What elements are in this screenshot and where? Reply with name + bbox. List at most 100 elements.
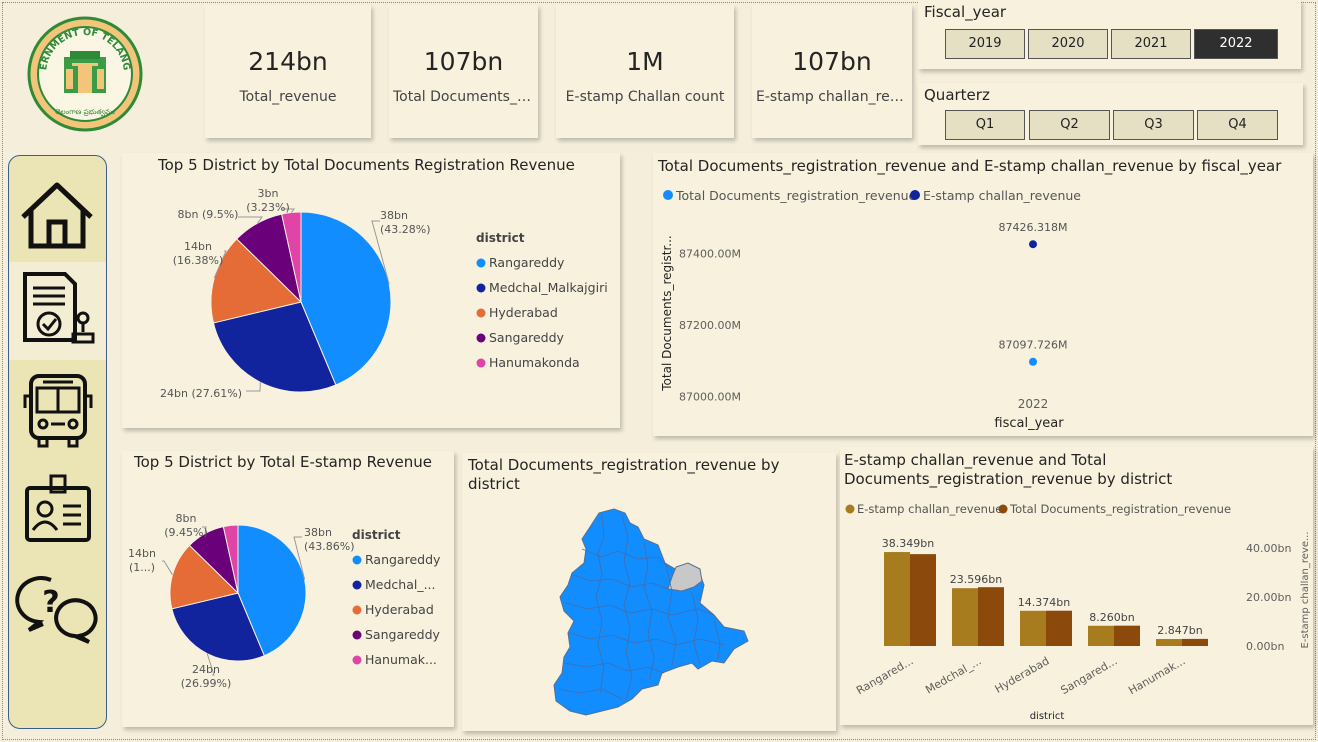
pie-chart-estamp: 38bn(43.86%) 24bn(26.99%) 14bn(1...) 8bn(9.… bbox=[128, 512, 441, 690]
fiscal-year-option-2020[interactable]: 2020 bbox=[1028, 29, 1108, 59]
legend-item: Hanumakonda bbox=[489, 355, 580, 370]
document-stamp-icon bbox=[23, 272, 95, 344]
pie-data-label: 3bn bbox=[258, 187, 279, 200]
nav-id-card-button[interactable] bbox=[9, 458, 106, 556]
nav-home-button[interactable] bbox=[9, 164, 106, 262]
pie-data-label: 14bn bbox=[128, 547, 156, 560]
quarter-option-q2[interactable]: Q2 bbox=[1029, 110, 1110, 140]
legend-item: Rangareddy bbox=[489, 255, 565, 270]
navigation-sidebar: ? bbox=[8, 155, 107, 729]
legend-item: E-stamp challan_revenue bbox=[857, 502, 1002, 516]
slicer-title: Quarterz bbox=[924, 86, 990, 104]
legend-swatch bbox=[352, 580, 362, 590]
pie-data-label: 8bn (9.5%) bbox=[178, 208, 239, 221]
nav-help-button[interactable]: ? bbox=[9, 556, 106, 654]
legend-item: Sangareddy bbox=[489, 330, 565, 345]
y-axis-title: Total Documents_registr... bbox=[660, 235, 674, 392]
legend-swatch bbox=[352, 630, 362, 640]
telangana-district-map[interactable] bbox=[462, 453, 836, 731]
chart-title-line-1: E-stamp challan_revenue and Total bbox=[844, 451, 1107, 469]
chart-title-line-1: Total Documents_registration_revenue by bbox=[468, 456, 780, 474]
pie-data-label: 14bn bbox=[184, 240, 212, 253]
bar-chart-card: E-stamp challan_revenue and Total Docume… bbox=[840, 447, 1313, 725]
pie-data-label: (16.38%) bbox=[173, 254, 224, 267]
x-tick-label: Rangared... bbox=[854, 654, 915, 697]
bar bbox=[1114, 625, 1140, 646]
y-tick-label: 40.00bn bbox=[1246, 542, 1291, 555]
nav-documents-button[interactable] bbox=[9, 262, 106, 360]
pie-chart-documents-card: Top 5 District by Total Documents Regist… bbox=[122, 153, 620, 428]
pie-slice-hyderabad bbox=[210, 238, 302, 324]
pie-leader-line bbox=[202, 526, 207, 534]
scatter-chart-card: Total Documents_registration_revenue and… bbox=[653, 153, 1313, 436]
legend-item: E-stamp challan_revenue bbox=[923, 188, 1081, 203]
bar bbox=[952, 588, 978, 646]
chart-title: Top 5 District by Total Documents Regist… bbox=[158, 156, 575, 174]
kpi-value: 214bn bbox=[248, 47, 328, 76]
pie-leader-line bbox=[238, 216, 263, 224]
id-card-icon bbox=[25, 474, 91, 542]
quarter-option-q3[interactable]: Q3 bbox=[1113, 110, 1194, 140]
kpi-card-estamp-count: 1M E-stamp Challan count bbox=[556, 5, 734, 138]
scatter-data-label: 87426.318M bbox=[999, 221, 1068, 234]
scatter-data-label: 87097.726M bbox=[999, 339, 1068, 352]
nav-transport-button[interactable] bbox=[9, 360, 106, 458]
scatter-chart: Total Documents_registration_revenue E-st… bbox=[660, 188, 1081, 431]
bus-icon bbox=[23, 374, 93, 448]
kpi-card-total-revenue: 214bn Total_revenue bbox=[205, 5, 371, 138]
fiscal-year-option-2019[interactable]: 2019 bbox=[945, 29, 1025, 59]
pie-leader-line bbox=[246, 382, 261, 392]
pie-slice-hanumak- bbox=[222, 524, 239, 594]
pie-leader-line bbox=[162, 560, 173, 576]
bar-data-label: 2.847bn bbox=[1157, 624, 1202, 637]
legend-item: Sangareddy bbox=[365, 627, 441, 642]
legend-item: Rangareddy bbox=[365, 552, 441, 567]
chart-title-line-2: Documents_registration_revenue by distri… bbox=[844, 470, 1173, 488]
bar bbox=[1046, 610, 1072, 646]
bar-data-label: 38.349bn bbox=[882, 537, 934, 550]
pie-data-label: (9.45%) bbox=[164, 526, 208, 539]
scatter-point bbox=[1029, 240, 1037, 249]
kpi-label: E-stamp Challan count bbox=[565, 89, 725, 105]
quarter-option-q4[interactable]: Q4 bbox=[1197, 110, 1278, 140]
legend-swatch bbox=[998, 504, 1008, 514]
pie-leader-line bbox=[206, 653, 215, 676]
pie-slice-rangareddy bbox=[237, 524, 307, 657]
x-tick-label: Hyderabad bbox=[993, 654, 1052, 696]
bar bbox=[884, 552, 910, 646]
home-icon bbox=[21, 182, 93, 249]
bar bbox=[910, 554, 936, 646]
pie-data-label: 8bn bbox=[176, 512, 197, 525]
legend-item: Medchal_Malkajgiri bbox=[489, 280, 608, 295]
legend-item: Hanumak... bbox=[365, 652, 437, 667]
legend-swatch bbox=[476, 308, 486, 318]
pie-chart-documents: 38bn(43.28%) 24bn (27.61%) 14bn(16.38%) 8bn… bbox=[160, 187, 608, 400]
legend-swatch bbox=[476, 333, 486, 343]
pie-slice-medchal-malkajgiri bbox=[212, 301, 337, 393]
quarter-option-q1[interactable]: Q1 bbox=[945, 110, 1025, 140]
bar-chart: E-stamp challan_revenue Total Documents_r… bbox=[845, 502, 1311, 722]
pie-data-label: (26.99%) bbox=[181, 677, 232, 690]
bar bbox=[1182, 638, 1208, 646]
legend-item: Total Documents_registration_revenue bbox=[675, 188, 917, 203]
x-tick-label: Medchal_... bbox=[923, 654, 983, 696]
y-tick-label: 87000.00M bbox=[679, 391, 741, 404]
fiscal-year-slicer: Fiscal_year 2019 2020 2021 2022 bbox=[918, 0, 1301, 69]
legend-title: district bbox=[352, 528, 401, 542]
kpi-value: 1M bbox=[626, 47, 664, 76]
pie-slice-hyderabad bbox=[169, 544, 239, 610]
legend-swatch bbox=[845, 504, 855, 514]
fiscal-year-option-2021[interactable]: 2021 bbox=[1111, 29, 1191, 59]
pie-chart-estamp-card: Top 5 District by Total E-stamp Revenue … bbox=[122, 451, 454, 727]
x-axis-title: district bbox=[1030, 711, 1065, 722]
kpi-value: 107bn bbox=[792, 47, 872, 76]
bar-data-label: 8.260bn bbox=[1089, 611, 1134, 624]
kpi-label: Total Documents_registration_revenue bbox=[393, 89, 534, 105]
bar bbox=[1088, 625, 1114, 646]
pie-data-label: 38bn bbox=[304, 526, 332, 539]
svg-text:?: ? bbox=[42, 585, 59, 620]
y-tick-label: 87200.00M bbox=[679, 319, 741, 332]
legend-swatch bbox=[476, 358, 486, 368]
fiscal-year-option-2022[interactable]: 2022 bbox=[1194, 29, 1278, 59]
legend-swatch bbox=[476, 283, 486, 293]
